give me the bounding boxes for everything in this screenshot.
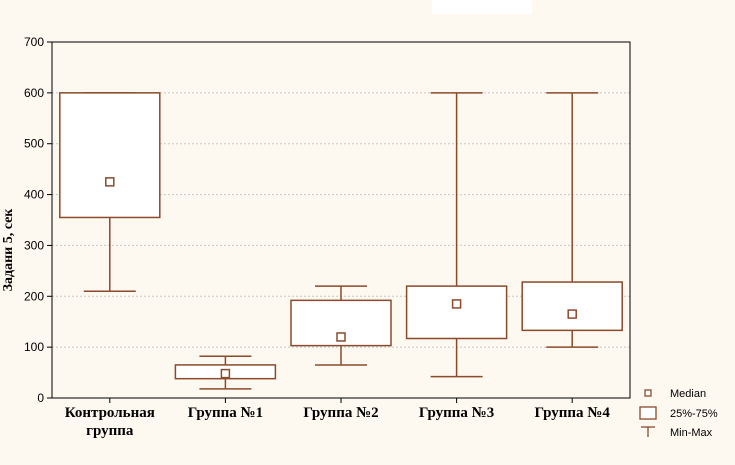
x-tick-label: Группа №2 xyxy=(303,405,378,421)
box-series xyxy=(59,92,623,390)
median-marker xyxy=(567,309,577,319)
x-tick-label-line: Группа №1 xyxy=(188,405,263,421)
x-tick-label-line: Группа №3 xyxy=(419,405,494,421)
box-group xyxy=(174,355,277,390)
box-group xyxy=(405,92,508,378)
x-tick-label: Группа №3 xyxy=(419,405,494,421)
x-tick-label-line: Группа №2 xyxy=(303,405,378,421)
y-tick-label: 600 xyxy=(24,86,44,100)
median-marker xyxy=(220,368,231,379)
legend: Median 25%-75% Min-Max xyxy=(639,388,718,439)
y-axis: 0 100 200 300 400 500 600 700 xyxy=(24,35,52,405)
box-group xyxy=(59,92,161,292)
median-marker xyxy=(336,332,346,342)
median-marker xyxy=(451,299,462,309)
x-tick-label: Контрольная группа xyxy=(65,405,155,439)
legend-box-label: 25%-75% xyxy=(670,408,718,420)
top-strip xyxy=(432,0,532,14)
x-axis: Контрольная группа Группа №1 Группа №2 Групп… xyxy=(65,398,611,439)
legend-box-icon xyxy=(639,406,657,420)
legend-whisker-label: Min-Max xyxy=(670,427,713,439)
x-tick-label-line: группа xyxy=(86,423,134,439)
y-tick-label: 700 xyxy=(24,35,44,49)
x-tick-label: Группа №4 xyxy=(535,405,611,421)
y-tick-label: 100 xyxy=(24,340,44,354)
x-tick-label-line: Группа №4 xyxy=(535,405,611,421)
median-marker xyxy=(105,177,115,187)
y-tick-label: 500 xyxy=(24,137,44,151)
y-axis-label: Задани 5, сек xyxy=(1,208,16,292)
x-tick-label: Группа №1 xyxy=(188,405,263,421)
y-tick-label: 300 xyxy=(24,238,44,252)
box-group xyxy=(521,92,623,348)
legend-median-icon xyxy=(644,389,652,397)
y-tick-label: 200 xyxy=(24,289,44,303)
x-tick-label-line: Контрольная xyxy=(65,405,155,421)
iqr-box xyxy=(521,281,623,332)
iqr-box xyxy=(405,285,508,340)
iqr-box xyxy=(59,92,161,219)
box-group xyxy=(290,285,392,366)
y-tick-label: 0 xyxy=(37,391,44,405)
y-tick-label: 400 xyxy=(24,188,44,202)
legend-median-label: Median xyxy=(670,388,706,400)
